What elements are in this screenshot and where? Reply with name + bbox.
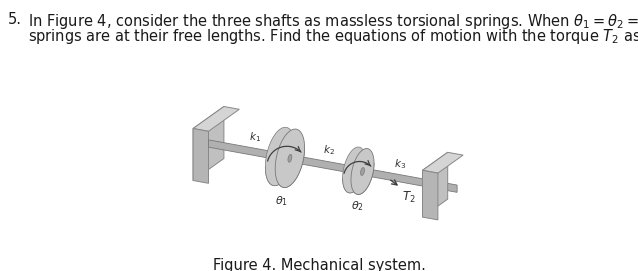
Polygon shape: [351, 149, 374, 195]
Polygon shape: [360, 167, 364, 175]
Polygon shape: [265, 146, 304, 188]
Polygon shape: [265, 127, 295, 186]
Text: $\theta_2$: $\theta_2$: [351, 199, 364, 213]
Polygon shape: [193, 107, 239, 131]
Polygon shape: [288, 154, 292, 162]
Text: $T_2$: $T_2$: [403, 189, 416, 205]
Text: $k_3$: $k_3$: [394, 157, 406, 171]
Polygon shape: [343, 147, 366, 193]
Text: Figure 4. Mechanical system.: Figure 4. Mechanical system.: [212, 258, 426, 271]
Polygon shape: [275, 129, 304, 188]
Text: springs are at their free lengths. Find the equations of motion with the torque : springs are at their free lengths. Find …: [28, 27, 638, 46]
Text: $k_2$: $k_2$: [323, 144, 335, 157]
Polygon shape: [193, 128, 209, 183]
Polygon shape: [422, 170, 438, 220]
Text: In Figure 4, consider the three shafts as massless torsional springs. When $\the: In Figure 4, consider the three shafts a…: [28, 12, 638, 31]
Text: $k_1$: $k_1$: [249, 130, 260, 144]
Polygon shape: [422, 152, 448, 217]
Text: $\theta_1$: $\theta_1$: [276, 194, 288, 208]
Polygon shape: [209, 140, 457, 192]
Polygon shape: [422, 152, 463, 173]
Polygon shape: [193, 107, 224, 180]
Polygon shape: [343, 162, 374, 195]
Text: 5.: 5.: [8, 12, 22, 27]
